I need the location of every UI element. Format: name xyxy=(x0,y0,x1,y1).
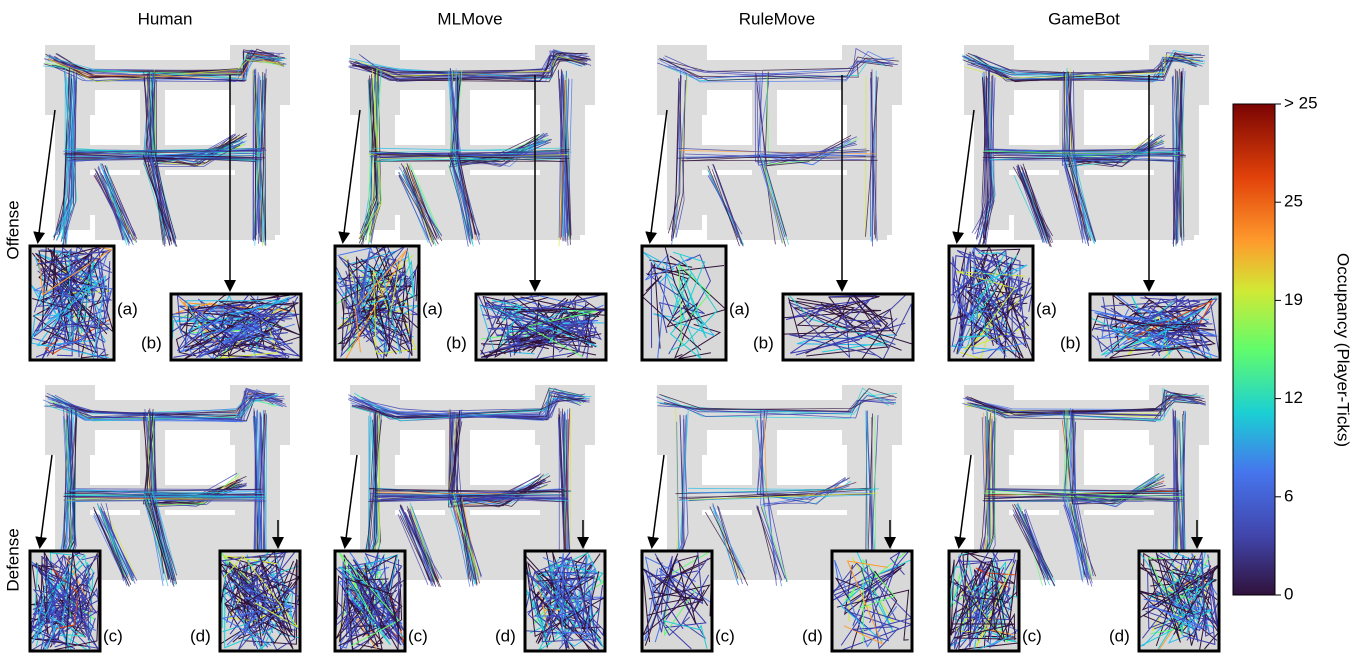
colorbar-label: Occupancy (Player-Ticks) xyxy=(1334,253,1353,447)
colorbar-tick-label: 19 xyxy=(1284,290,1303,309)
inset-label: (a) xyxy=(117,299,138,318)
column-title: RuleMove xyxy=(739,9,816,28)
panel-column: RuleMove (a)(b) (c) (d) xyxy=(642,9,913,651)
colorbar-tick-label: 0 xyxy=(1284,584,1293,603)
row-label: Defense xyxy=(3,528,22,591)
inset-label: (a) xyxy=(422,299,443,318)
arrow xyxy=(957,110,974,241)
arrow xyxy=(343,110,360,241)
arrow xyxy=(652,455,664,546)
map-floor xyxy=(707,190,887,240)
inset-label: (b) xyxy=(753,333,774,352)
inset-label: (d) xyxy=(190,626,211,645)
inset-label: (d) xyxy=(802,626,823,645)
row-label: Offense xyxy=(3,200,22,259)
arrow xyxy=(959,455,971,546)
panel-column: Human (a)(b) (c) (d) xyxy=(30,9,301,651)
column-title: MLMove xyxy=(437,9,502,28)
arrow xyxy=(345,455,357,546)
map-floor xyxy=(657,385,707,455)
arrow xyxy=(650,110,667,241)
inset-label: (d) xyxy=(1109,626,1130,645)
panel-column: GameBot (a)(b) (c) (d) xyxy=(949,9,1220,651)
inset-label: (d) xyxy=(495,626,516,645)
column-title: Human xyxy=(138,9,193,28)
arrow xyxy=(38,110,55,241)
inset-label: (b) xyxy=(446,333,467,352)
colorbar xyxy=(1233,104,1275,595)
inset-label: (c) xyxy=(715,626,735,645)
colorbar-tick-label: 25 xyxy=(1284,192,1303,211)
inset-label: (b) xyxy=(141,333,162,352)
panel-column: MLMove (a)(b) (c) (d) xyxy=(335,9,606,651)
inset-label: (c) xyxy=(1022,626,1042,645)
map-floor xyxy=(400,190,580,240)
colorbar-tick-label: 6 xyxy=(1284,486,1293,505)
inset-label: (b) xyxy=(1060,333,1081,352)
inset-label: (c) xyxy=(408,626,428,645)
inset-label: (a) xyxy=(1036,299,1057,318)
colorbar-tick-label: > 25 xyxy=(1284,93,1318,112)
inset-label: (c) xyxy=(103,626,123,645)
colorbar-tick-label: 12 xyxy=(1284,388,1303,407)
column-title: GameBot xyxy=(1048,9,1120,28)
map-floor xyxy=(657,45,707,115)
inset-label: (a) xyxy=(729,299,750,318)
arrow xyxy=(40,455,52,546)
